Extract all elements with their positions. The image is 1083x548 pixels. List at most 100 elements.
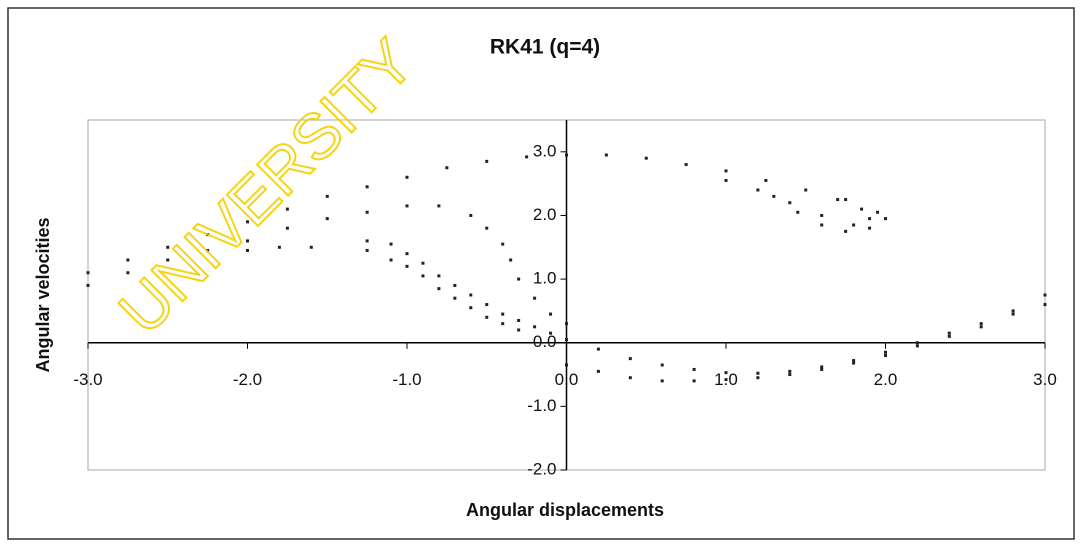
x-tick-label: 3.0 [1033,370,1057,389]
point [724,371,728,375]
point [884,217,887,221]
point [485,226,489,230]
point [692,367,696,371]
point [469,306,473,310]
point [660,363,664,367]
point [277,245,281,249]
y-tick-label: -2.0 [527,459,556,478]
point [533,325,537,329]
y-tick-label: 1.0 [533,269,557,288]
point [820,365,824,369]
point [1011,309,1015,313]
chart-title: RK41 (q=4) [490,36,600,59]
point [501,322,505,326]
point [517,277,521,281]
point [565,322,568,326]
point [166,258,170,262]
point [206,248,210,252]
point [820,367,824,371]
point [947,334,951,338]
point [421,261,425,265]
point [756,376,760,380]
point [325,194,329,198]
point [517,328,521,332]
y-tick-label: 2.0 [533,205,557,224]
point [565,153,568,157]
y-tick-label: 0.0 [533,332,557,351]
point [533,296,537,300]
point [565,363,568,367]
point [453,283,457,287]
point [166,245,170,249]
point [844,229,848,233]
point [86,271,90,275]
point [549,312,553,316]
point [565,338,568,342]
point [796,210,800,214]
point [445,166,449,170]
point [804,188,808,192]
point [501,312,505,316]
point [246,248,249,252]
point [660,379,664,383]
point [365,210,369,214]
point [86,283,90,287]
point [915,344,919,348]
point [485,315,489,319]
point [517,318,521,322]
point [405,252,409,256]
point [1043,293,1047,297]
point [756,188,760,192]
point [365,248,369,252]
point [596,369,600,373]
point [1043,303,1047,307]
point [437,204,441,208]
point [684,163,688,167]
point [852,359,856,363]
point [325,217,329,221]
point [509,258,513,262]
point [979,322,983,326]
point [501,242,505,246]
point [724,378,728,382]
point [788,373,792,377]
point [628,357,632,361]
point [868,226,872,230]
point [852,223,856,227]
point [525,155,529,159]
point [1011,312,1015,316]
point [389,258,393,262]
point [285,207,289,211]
point [469,293,473,297]
point [246,239,249,243]
chart-border [7,7,1075,540]
point [485,159,489,163]
x-tick-label: -1.0 [392,370,421,389]
x-tick-label: 0.0 [555,370,579,389]
point [405,175,409,179]
y-axis-title: Angular velocities [33,217,53,372]
point [126,258,130,262]
point [947,331,951,335]
point [437,274,441,278]
point [389,242,393,246]
point [206,233,210,237]
point [788,369,792,373]
point [596,347,600,351]
point [628,376,632,380]
point [756,371,760,375]
point [469,213,473,217]
point [788,201,792,205]
point [365,185,369,189]
point [884,353,887,357]
point [365,239,369,243]
point [644,156,648,160]
point [309,245,313,249]
point [764,178,768,182]
point [724,178,728,182]
point [285,226,289,230]
x-tick-label: -2.0 [233,370,262,389]
point [820,223,824,227]
point [876,210,880,214]
